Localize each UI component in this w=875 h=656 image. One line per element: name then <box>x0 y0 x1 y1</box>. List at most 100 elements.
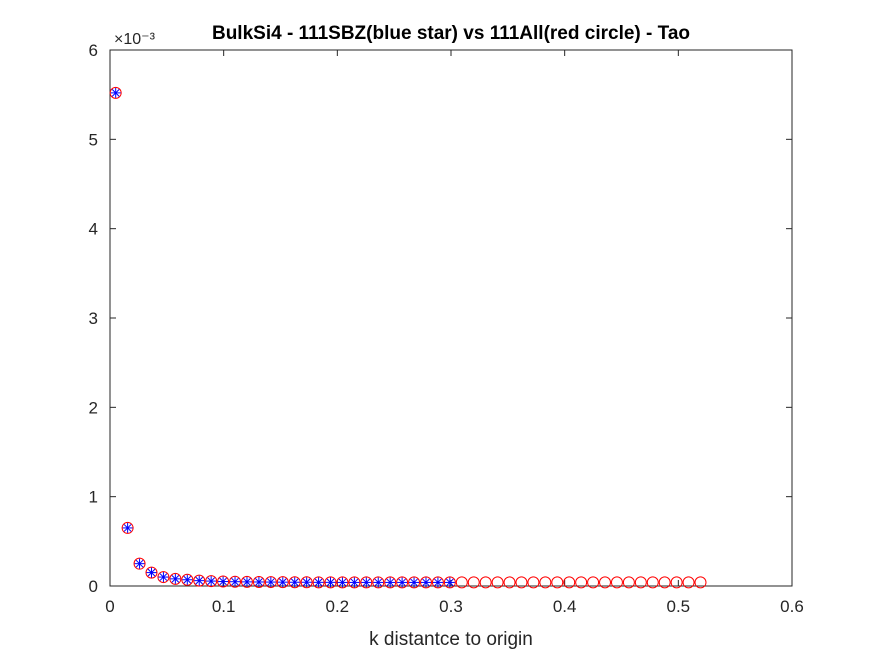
circle-marker <box>467 576 480 589</box>
star-marker <box>230 576 241 587</box>
circle-marker <box>575 576 588 589</box>
star-marker <box>241 576 252 587</box>
data-markers <box>109 86 707 589</box>
star-marker <box>444 577 455 588</box>
star-marker <box>373 577 384 588</box>
circle-marker <box>217 575 230 588</box>
circle-marker <box>431 576 444 589</box>
star-marker <box>218 576 229 587</box>
circle-marker <box>479 576 492 589</box>
star-marker <box>420 577 431 588</box>
circle-marker <box>563 576 576 589</box>
x-tick-label: 0.2 <box>326 597 350 616</box>
circle-marker <box>443 576 456 589</box>
y-tick-label: 2 <box>89 398 98 417</box>
circle-marker <box>252 575 265 588</box>
circle-marker <box>599 576 612 589</box>
x-tick-label: 0 <box>105 597 114 616</box>
circle-marker <box>634 576 647 589</box>
circle-marker <box>372 576 385 589</box>
x-tick-label: 0.6 <box>780 597 804 616</box>
circle-marker <box>109 86 122 99</box>
circle-marker <box>610 576 623 589</box>
circle-marker <box>121 521 134 534</box>
star-marker <box>265 577 276 588</box>
star-marker <box>337 577 348 588</box>
star-marker <box>194 575 205 586</box>
circle-marker <box>181 573 194 586</box>
circle-marker <box>240 575 253 588</box>
y-tick-label: 4 <box>89 220 98 239</box>
y-exponent-label: ×10⁻³ <box>114 31 156 48</box>
circle-marker <box>455 576 468 589</box>
circle-marker <box>169 572 182 585</box>
tick-labels: 0 0.1 0.2 0.3 0.4 0.5 0.6 0 1 2 3 4 5 6 <box>89 41 804 616</box>
star-marker <box>349 577 360 588</box>
circle-marker <box>539 576 552 589</box>
circle-marker <box>193 574 206 587</box>
circle-marker <box>622 576 635 589</box>
circle-marker <box>587 576 600 589</box>
y-tick-label: 5 <box>89 130 98 149</box>
star-marker <box>361 577 372 588</box>
star-marker <box>206 576 217 587</box>
chart-title: BulkSi4 - 111SBZ(blue star) vs 111All(re… <box>212 23 690 44</box>
star-marker <box>253 576 264 587</box>
x-axis-label: k distantce to origin <box>369 629 533 650</box>
circle-marker <box>396 576 409 589</box>
circle-marker <box>336 576 349 589</box>
circle-marker <box>694 576 707 589</box>
circle-marker <box>288 576 301 589</box>
x-tick-label: 0.1 <box>212 597 236 616</box>
circle-marker <box>646 576 659 589</box>
circle-marker <box>229 575 242 588</box>
circle-marker <box>133 557 146 570</box>
circle-marker <box>324 576 337 589</box>
star-marker <box>158 572 169 583</box>
star-marker <box>170 573 181 584</box>
star-marker <box>182 574 193 585</box>
circle-marker <box>551 576 564 589</box>
star-marker <box>432 577 443 588</box>
star-marker <box>122 522 133 533</box>
star-marker <box>134 558 145 569</box>
star-marker <box>313 577 324 588</box>
circle-marker <box>145 566 158 579</box>
circle-marker <box>503 576 516 589</box>
x-tick-label: 0.3 <box>439 597 463 616</box>
plot-area <box>109 49 793 587</box>
circle-marker <box>515 576 528 589</box>
star-marker <box>385 577 396 588</box>
circle-marker <box>157 571 170 584</box>
circle-marker <box>491 576 504 589</box>
y-tick-label: 0 <box>89 577 98 596</box>
circle-marker <box>670 576 683 589</box>
star-marker <box>146 567 157 578</box>
x-tick-label: 0.5 <box>667 597 691 616</box>
circle-marker <box>384 576 397 589</box>
star-marker <box>397 577 408 588</box>
star-marker <box>277 577 288 588</box>
circle-marker <box>312 576 325 589</box>
star-marker <box>301 577 312 588</box>
y-tick-label: 6 <box>89 41 98 60</box>
circle-marker <box>276 576 289 589</box>
circle-marker <box>300 576 313 589</box>
y-tick-label: 3 <box>89 309 98 328</box>
circle-marker <box>408 576 421 589</box>
circle-marker <box>419 576 432 589</box>
circle-marker <box>658 576 671 589</box>
star-marker <box>110 87 121 98</box>
y-tick-label: 1 <box>89 488 98 507</box>
circle-marker <box>527 576 540 589</box>
x-tick-label: 0.4 <box>553 597 577 616</box>
circle-marker <box>360 576 373 589</box>
circle-marker <box>682 576 695 589</box>
star-marker <box>325 577 336 588</box>
star-marker <box>289 577 300 588</box>
circle-marker <box>264 576 277 589</box>
star-marker <box>409 577 420 588</box>
circle-marker <box>205 575 218 588</box>
circle-marker <box>348 576 361 589</box>
